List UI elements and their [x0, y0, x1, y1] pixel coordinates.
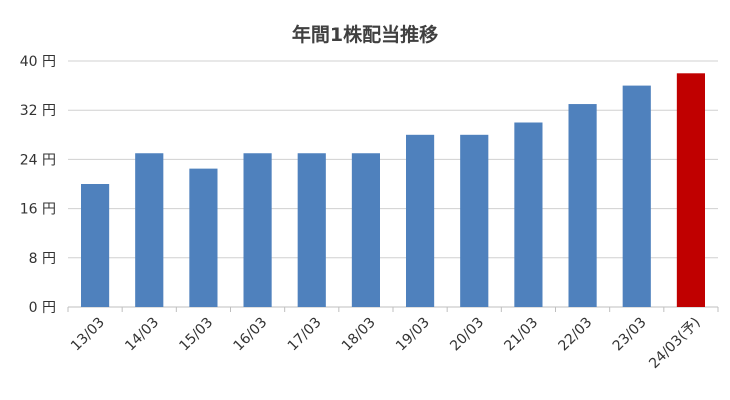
- x-tick-label: 19/03: [393, 315, 433, 355]
- x-tick-label: 18/03: [339, 315, 379, 355]
- y-tick-label: 32 円: [20, 103, 56, 119]
- y-tick-label: 40 円: [20, 54, 56, 70]
- chart-title: 年間1株配当推移: [292, 23, 438, 46]
- y-tick-label: 16 円: [20, 202, 56, 218]
- x-tick-label: 23/03: [610, 315, 650, 355]
- x-tick-label: 17/03: [285, 315, 325, 355]
- x-tick-label: 13/03: [68, 315, 108, 355]
- bar: [189, 168, 218, 307]
- bar: [622, 85, 651, 307]
- y-tick-label: 8 円: [29, 251, 56, 267]
- bar: [135, 153, 164, 307]
- y-tick-label: 24 円: [20, 152, 56, 168]
- bar: [514, 122, 543, 307]
- bar: [460, 134, 489, 307]
- x-tick-label: 21/03: [501, 315, 541, 355]
- x-tick-label: 24/03(予): [646, 315, 703, 372]
- bar: [81, 184, 110, 307]
- bar: [406, 134, 435, 307]
- bar: [568, 104, 597, 307]
- x-tick-label: 22/03: [556, 315, 596, 355]
- y-tick-label: 0 円: [29, 300, 56, 316]
- x-tick-label: 15/03: [176, 315, 216, 355]
- x-axis-ticks: 13/03 14/03 15/03 16/03 17/03 18/03 19/03 20/03…: [68, 315, 704, 372]
- x-tick-label: 14/03: [122, 315, 162, 355]
- grid-lines: [67, 60, 719, 312]
- bar-forecast: [676, 73, 705, 307]
- x-tick-label: 16/03: [231, 315, 271, 355]
- bars: [81, 73, 705, 307]
- bar: [351, 153, 380, 307]
- bar: [297, 153, 326, 307]
- bar: [243, 153, 272, 307]
- y-axis-ticks: 0 円 8 円 16 円 24 円 32 円 40 円: [20, 54, 56, 316]
- x-tick-label: 20/03: [447, 315, 487, 355]
